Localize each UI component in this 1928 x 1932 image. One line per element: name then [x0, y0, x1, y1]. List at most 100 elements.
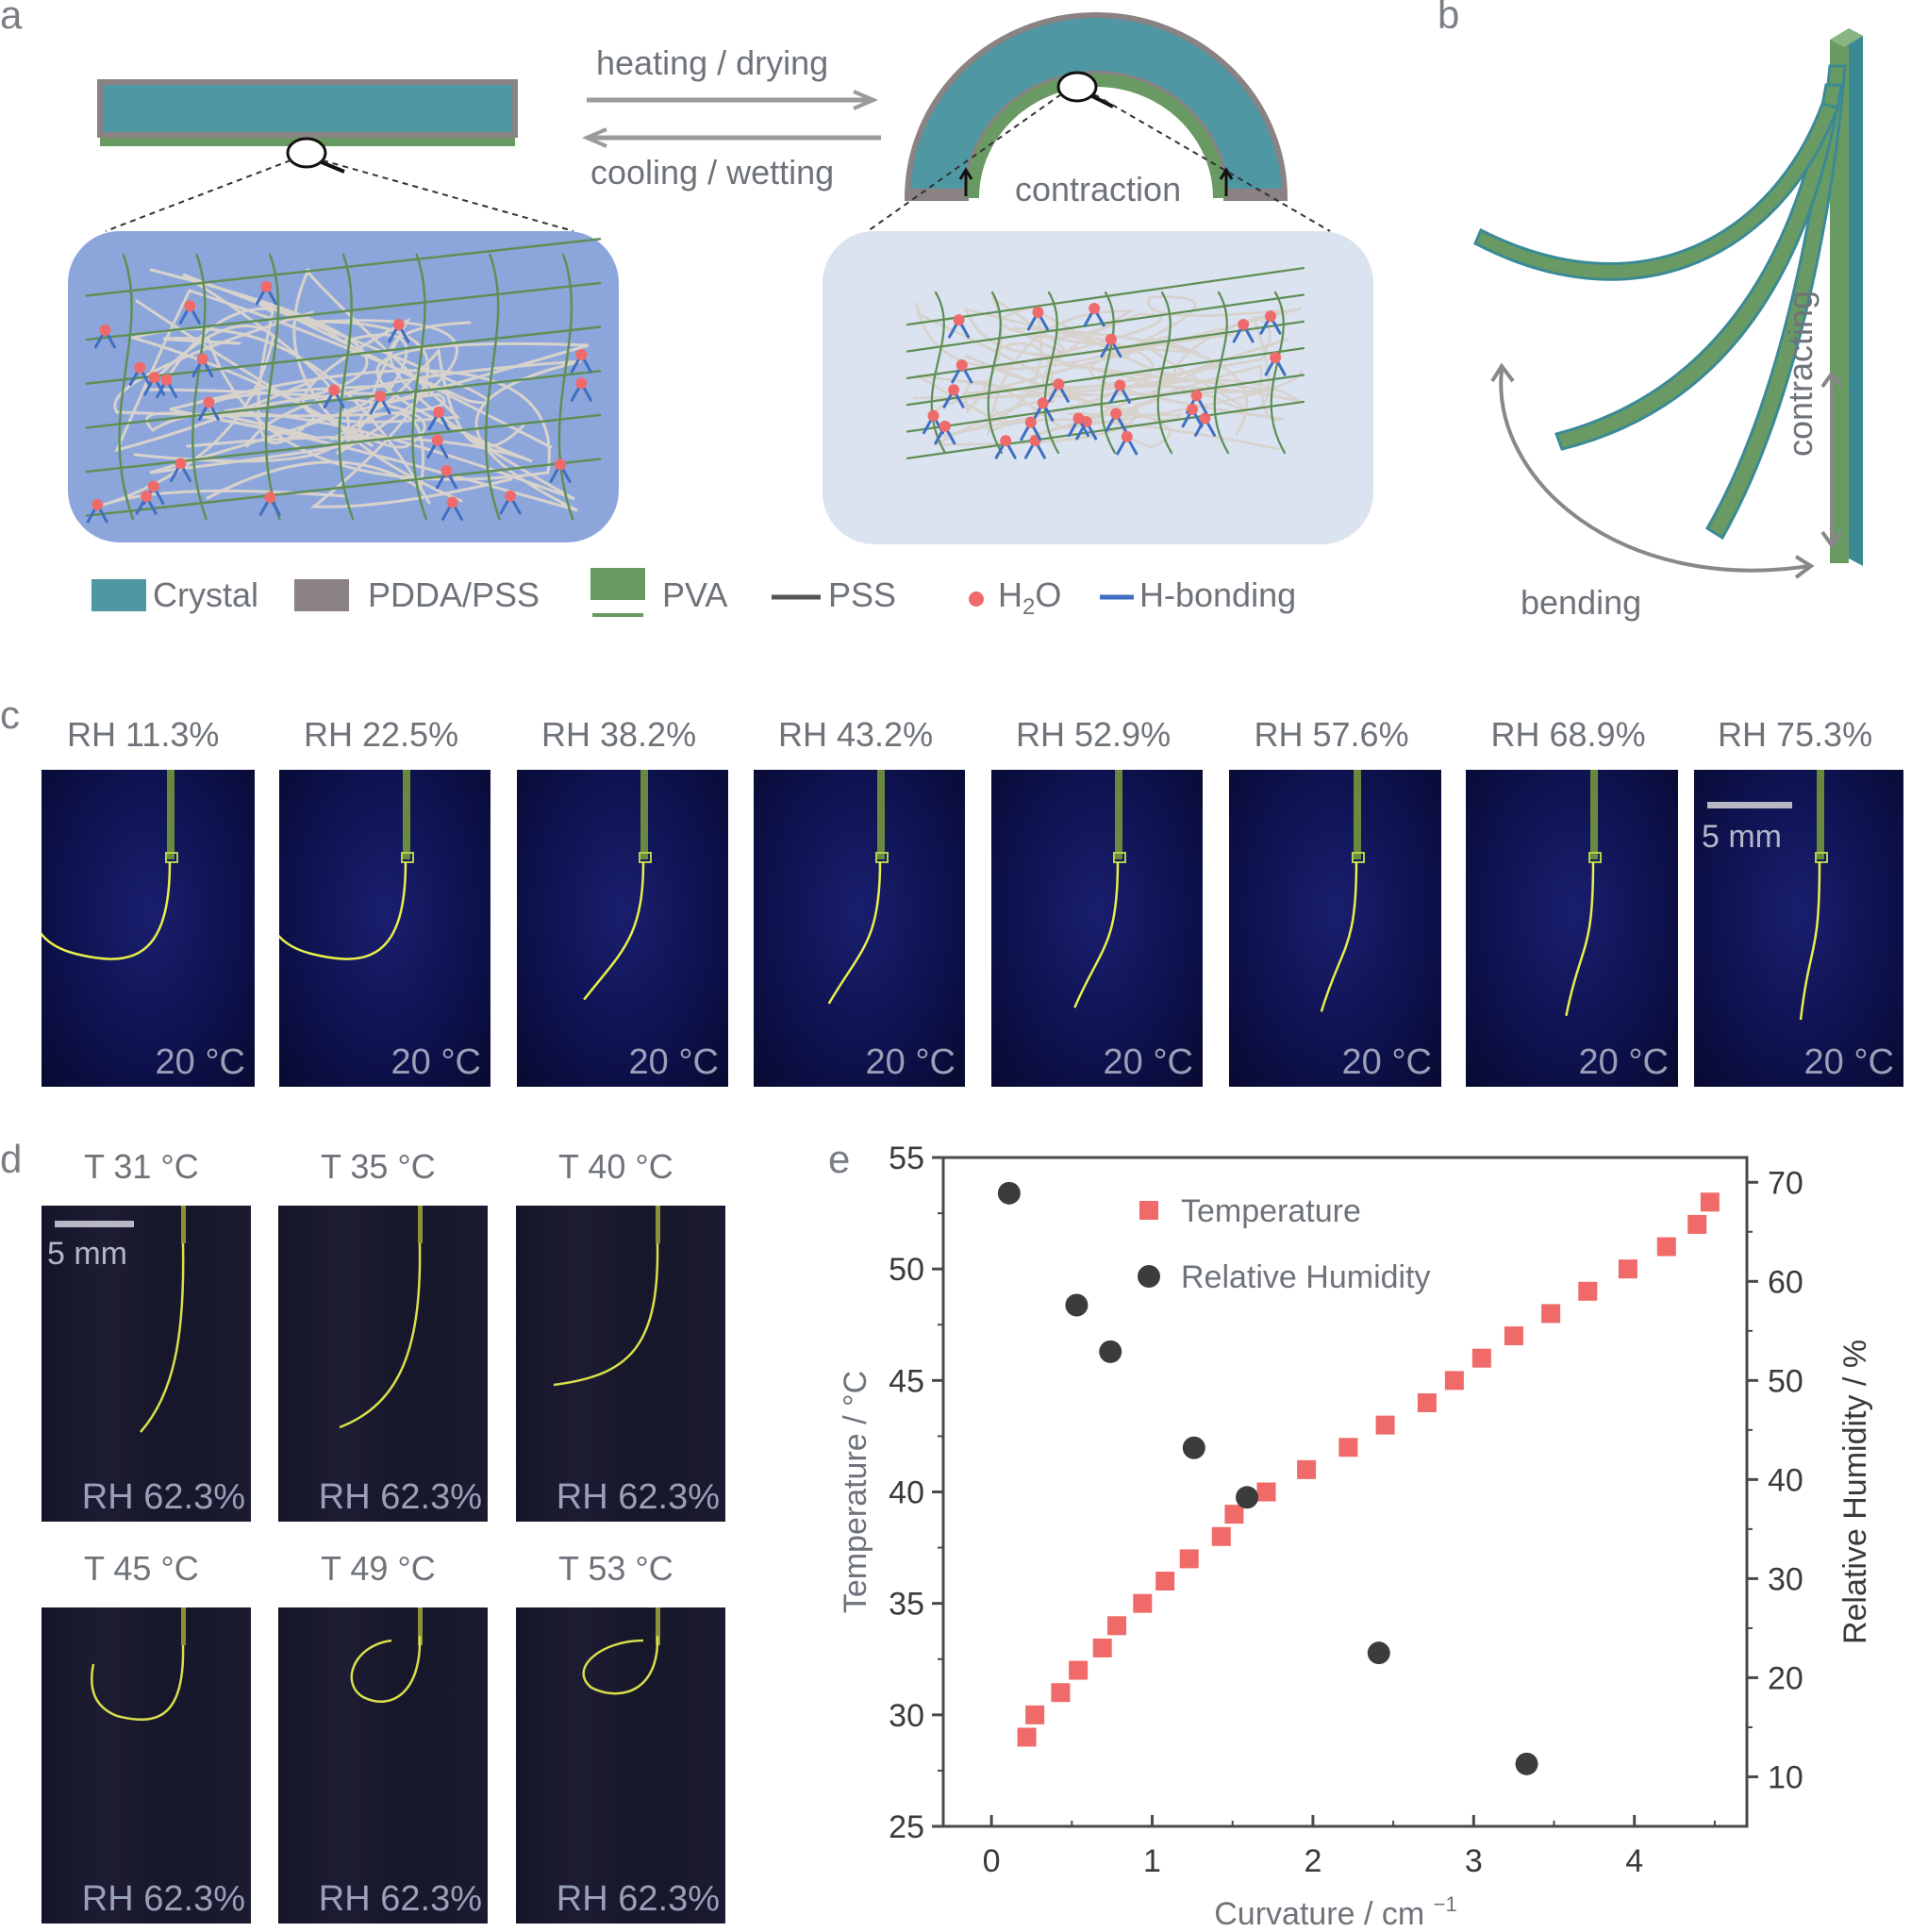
- temperature-point: [1051, 1683, 1071, 1703]
- panel-b-diagram: [1473, 28, 1863, 579]
- photo-d-4: RH 62.3%: [42, 1607, 251, 1924]
- scale-bar-label: 5 mm: [47, 1236, 127, 1272]
- photo-c-2: 20 °C: [279, 770, 490, 1087]
- legend-pss-label: PSS: [828, 575, 897, 614]
- y2-tick-label: 20: [1768, 1660, 1803, 1696]
- temperature-point: [1069, 1660, 1089, 1680]
- legend-humidity-label: Relative Humidity: [1181, 1259, 1431, 1295]
- photo-c-rh-label: RH 38.2%: [541, 715, 697, 754]
- contracting-label: contracting: [1781, 290, 1820, 457]
- photo-c-rh-label: RH 52.9%: [1016, 715, 1172, 754]
- legend-pva-swatch: [590, 568, 645, 600]
- panel-label-a: a: [0, 0, 23, 37]
- humidity-point: [1515, 1752, 1538, 1775]
- humidity-point: [1236, 1486, 1259, 1509]
- photo-d-rh-label: RH 62.3%: [318, 1879, 482, 1919]
- legend-hbond-label: H-bonding: [1139, 575, 1297, 614]
- temperature-point: [1211, 1526, 1231, 1546]
- photo-c-temp-label: 20 °C: [1578, 1042, 1669, 1082]
- photo-c-temp-label: 20 °C: [1803, 1042, 1894, 1082]
- scale-bar: [1707, 802, 1792, 808]
- photo-c-6: 20 °C: [1229, 770, 1441, 1087]
- photo-c-temp-label: 20 °C: [1341, 1042, 1432, 1082]
- temperature-point: [1700, 1192, 1720, 1212]
- photo-d-rh-label: RH 62.3%: [556, 1477, 720, 1517]
- temperature-point: [1155, 1572, 1175, 1591]
- legend-humidity-marker: [1138, 1265, 1160, 1288]
- photo-d-temp-label: T 45 °C: [84, 1549, 199, 1588]
- photo-d-temp-label: T 40 °C: [558, 1147, 673, 1186]
- x-tick-label: 1: [1143, 1843, 1161, 1879]
- contraction-label: contraction: [1015, 170, 1182, 208]
- y2-tick-label: 30: [1768, 1561, 1803, 1597]
- bending-label: bending: [1521, 583, 1642, 622]
- y2-tick-label: 70: [1768, 1165, 1803, 1201]
- photo-d-2: RH 62.3%: [278, 1206, 488, 1522]
- temperature-point: [1444, 1371, 1464, 1391]
- temperature-point: [1338, 1438, 1358, 1457]
- photo-c-1: 20 °C: [42, 770, 255, 1087]
- fluorescent-fiber: [1799, 770, 1828, 1021]
- arrow-bottom-label: cooling / wetting: [590, 153, 835, 192]
- legend-pva-label: PVA: [662, 575, 728, 614]
- temperature-point: [1179, 1549, 1199, 1569]
- fluorescent-fiber: [1565, 770, 1602, 1016]
- temperature-point: [1224, 1505, 1244, 1524]
- fluorescent-fiber: [140, 1206, 186, 1433]
- x-axis-label: Curvature / cm −1: [1214, 1892, 1456, 1932]
- photo-c-rh-label: RH 68.9%: [1490, 715, 1646, 754]
- photo-c-3: 20 °C: [517, 770, 728, 1087]
- y2-axis-label: Relative Humidity / %: [1837, 1340, 1873, 1644]
- y2-tick-label: 10: [1768, 1759, 1803, 1795]
- photo-d-rh-label: RH 62.3%: [556, 1879, 720, 1919]
- legend-crystal-label: Crystal: [153, 575, 259, 614]
- y-tick-label: 40: [889, 1475, 924, 1511]
- x-tick-label: 0: [983, 1843, 1001, 1879]
- legend-temperature-label: Temperature: [1181, 1193, 1361, 1229]
- photo-c-temp-label: 20 °C: [628, 1042, 719, 1082]
- photo-c-rh-label: RH 22.5%: [304, 715, 459, 754]
- photo-c-7: 20 °C: [1466, 770, 1678, 1087]
- fluorescent-fiber: [1073, 770, 1126, 1008]
- legend-pdda-label: PDDA/PSS: [368, 575, 540, 614]
- y-axis-label: Temperature / °C: [838, 1371, 873, 1613]
- photo-c-rh-label: RH 75.3%: [1718, 715, 1873, 754]
- photo-d-temp-label: T 53 °C: [558, 1549, 673, 1588]
- fluorescent-fiber: [1320, 770, 1365, 1012]
- y-tick-label: 35: [889, 1587, 924, 1623]
- legend-temperature-marker: [1139, 1201, 1158, 1220]
- fluorescent-fiber: [553, 1206, 660, 1387]
- photo-d-rh-label: RH 62.3%: [318, 1477, 482, 1517]
- humidity-point: [1367, 1641, 1390, 1665]
- photo-d-rh-label: RH 62.3%: [81, 1477, 245, 1517]
- y-tick-label: 25: [889, 1809, 924, 1845]
- x-tick-label: 4: [1625, 1843, 1643, 1879]
- humidity-point: [1099, 1340, 1122, 1363]
- fluorescent-fiber: [583, 770, 652, 1001]
- fluorescent-fiber: [827, 770, 889, 1005]
- y2-tick-label: 60: [1768, 1264, 1803, 1300]
- photo-c-temp-label: 20 °C: [1103, 1042, 1193, 1082]
- legend-water-dot: [969, 591, 984, 607]
- fluorescent-fiber: [582, 1607, 660, 1695]
- photo-d-1: RH 62.3% 5 mm: [42, 1206, 251, 1522]
- temperature-point: [1417, 1392, 1437, 1412]
- arch-pva: [966, 74, 1226, 198]
- curvature-chart: 0 1 2 3 4 25 30 35 40 45 50 55 10 20 30 40 50 60 70 Curvatu…: [838, 1141, 1873, 1932]
- temperature-point: [1107, 1616, 1127, 1636]
- photo-d-temp-label: T 35 °C: [321, 1147, 436, 1186]
- humidity-point: [1065, 1293, 1089, 1317]
- photo-d-rh-label: RH 62.3%: [81, 1879, 245, 1919]
- fluorescent-fiber: [42, 770, 178, 960]
- photo-d-5: RH 62.3%: [278, 1607, 488, 1924]
- magnifier-icon: [286, 137, 327, 169]
- fluorescent-fiber: [339, 1206, 423, 1429]
- x-tick-label: 3: [1465, 1843, 1483, 1879]
- temperature-point: [1541, 1304, 1561, 1324]
- temperature-point: [1578, 1281, 1598, 1301]
- temperature-point: [1256, 1482, 1276, 1502]
- temperature-point: [1375, 1415, 1395, 1435]
- temperature-point: [1656, 1237, 1676, 1257]
- y-tick-label: 30: [889, 1698, 924, 1734]
- photo-d-temp-label: T 31 °C: [84, 1147, 199, 1186]
